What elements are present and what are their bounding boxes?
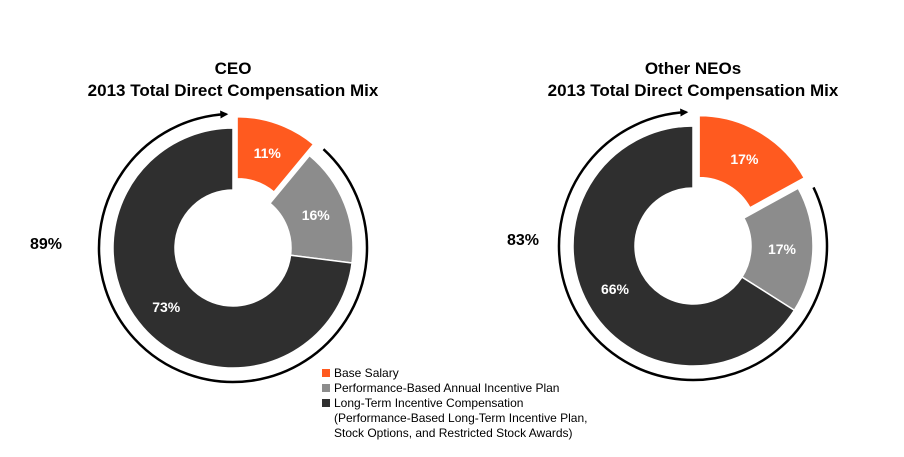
legend-label-annual-incentive: Performance-Based Annual Incentive Plan (334, 381, 560, 395)
legend-subtext-line-1: (Performance-Based Long-Term Incentive P… (334, 411, 588, 425)
neo-slice-long-term (572, 125, 796, 367)
neo-slice-label-base-salary: 17% (730, 151, 759, 167)
neo-title-line-2: 2013 Total Direct Compensation Mix (547, 81, 839, 100)
ceo-slice-label-annual-incentive: 16% (302, 207, 331, 223)
chart-legend: Base Salary Performance-Based Annual Inc… (322, 366, 587, 441)
neo-title-line-1: Other NEOs (644, 59, 742, 78)
ceo-title-line-1: CEO (214, 59, 252, 78)
legend-swatch-base-salary (322, 369, 330, 377)
neo-slice-annual-incentive (740, 187, 814, 312)
neo-variable-pay-annotation: 83% (507, 232, 539, 249)
legend-subtext-line-2: Stock Options, and Restricted Stock Awar… (334, 426, 573, 440)
legend-item-annual-incentive: Performance-Based Annual Incentive Plan (322, 381, 587, 396)
ceo-variable-pay-annotation: 89% (30, 236, 62, 253)
legend-swatch-annual-incentive (322, 384, 330, 392)
ceo-slice-long-term (112, 127, 353, 369)
neo-slice-label-annual-incentive: 17% (768, 241, 797, 257)
legend-label-long-term: Long-Term Incentive Compensation (334, 396, 524, 410)
ceo-slice-label-base-salary: 11% (254, 145, 282, 161)
neo-incentive-bracket-arrow (557, 108, 829, 382)
ceo-slice-label-long-term: 73% (152, 299, 181, 315)
ceo-title-line-2: 2013 Total Direct Compensation Mix (87, 81, 379, 100)
ceo-chart-title: CEO 2013 Total Direct Compensation Mix (33, 58, 433, 102)
legend-item-long-term: Long-Term Incentive Compensation (322, 396, 587, 411)
neo-chart-title: Other NEOs 2013 Total Direct Compensatio… (493, 58, 893, 102)
ceo-slice-base-salary (236, 115, 315, 194)
neo-slice-base-salary (698, 114, 806, 209)
legend-label-base-salary: Base Salary (334, 366, 399, 380)
legend-swatch-long-term (322, 399, 330, 407)
ceo-incentive-bracket-arrow (97, 110, 369, 384)
neo-slice-label-long-term: 66% (601, 281, 630, 297)
legend-item-base-salary: Base Salary (322, 366, 587, 381)
